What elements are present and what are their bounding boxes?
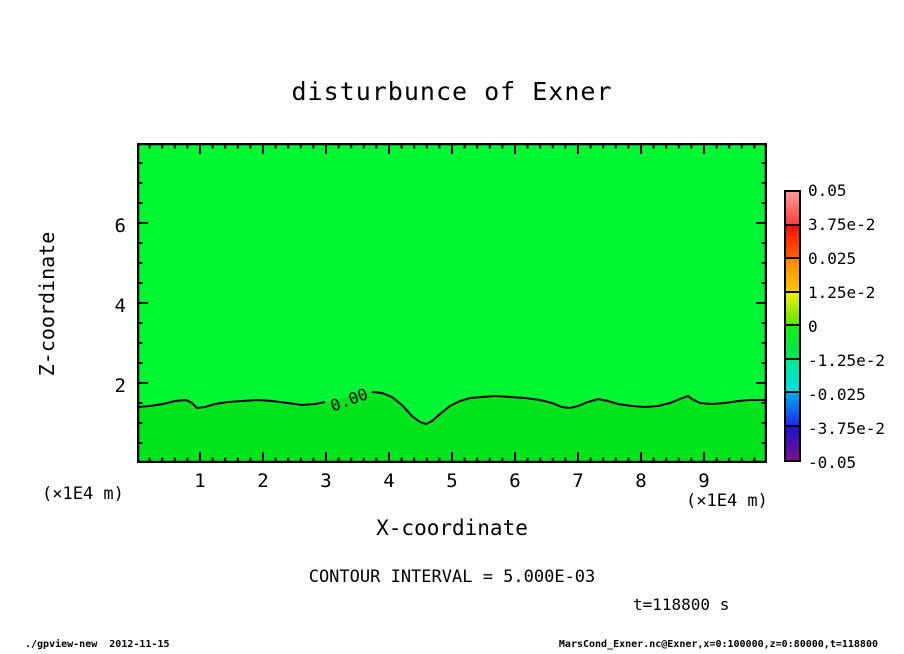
plot-title: disturbunce of Exner	[291, 77, 613, 106]
x-tick-label-1: 1	[194, 470, 206, 492]
colorbar-segment-4	[786, 292, 799, 326]
y-tick-label-4: 4	[114, 295, 126, 317]
x-tick-label-4: 4	[383, 470, 395, 492]
time-label: t=118800 s	[633, 595, 730, 614]
y-tick-label-6: 6	[114, 215, 126, 237]
field-fill-below-zero	[137, 392, 767, 463]
footer-file-info: MarsCond_Exner.nc@Exner,x=0:100000,z=0:8…	[558, 639, 878, 650]
x-tick-label-7: 7	[572, 470, 584, 492]
colorbar-label--3.75e-2: -3.75e-2	[808, 419, 886, 438]
colorbar-label--1.25e-2: -1.25e-2	[808, 351, 886, 370]
colorbar-label-0.05: 0.05	[808, 181, 847, 200]
colorbar-label-0: 0	[808, 317, 818, 336]
colorbar-segment-3	[786, 259, 799, 293]
colorbar-segment-2	[786, 225, 799, 259]
colorbar-label-1.25e-2: 1.25e-2	[808, 283, 876, 302]
colorbar-label-0.025: 0.025	[808, 249, 857, 268]
colorbar-segment-7	[786, 393, 799, 427]
contour-plot-canvas: 0.00	[137, 143, 767, 463]
colorbar-segment-5	[786, 326, 799, 360]
colorbar	[784, 190, 801, 462]
x-axis-unit-right: (×1E4 m)	[686, 491, 768, 511]
x-tick-label-6: 6	[509, 470, 521, 492]
zero-contour-line-seg2	[371, 391, 765, 426]
plot-frame	[137, 143, 767, 463]
colorbar-segment-6	[786, 359, 799, 393]
x-tick-label-3: 3	[320, 470, 332, 492]
x-tick-label-8: 8	[635, 470, 647, 492]
x-tick-label-9: 9	[698, 470, 710, 492]
colorbar-label-3.75e-2: 3.75e-2	[808, 215, 876, 234]
x-axis-unit-left: (×1E4 m)	[42, 484, 124, 504]
zero-contour-line-seg1	[137, 398, 326, 410]
footer-command-line: ./gpview-new 2012-11-15	[25, 639, 170, 650]
x-axis-title: X-coordinate	[376, 516, 528, 540]
colorbar-segment-1	[786, 192, 799, 226]
colorbar-segment-8	[786, 426, 799, 460]
colorbar-label--0.05: -0.05	[808, 453, 857, 472]
x-tick-label-2: 2	[257, 470, 269, 492]
y-tick-label-2: 2	[114, 375, 126, 397]
y-axis-title: Z-coordinate	[20, 180, 59, 430]
y-axis-title-text: Z-coordinate	[35, 231, 59, 377]
contour-interval-label: CONTOUR INTERVAL = 5.000E-03	[308, 567, 596, 587]
x-tick-label-5: 5	[446, 470, 458, 492]
colorbar-label--0.025: -0.025	[808, 385, 866, 404]
